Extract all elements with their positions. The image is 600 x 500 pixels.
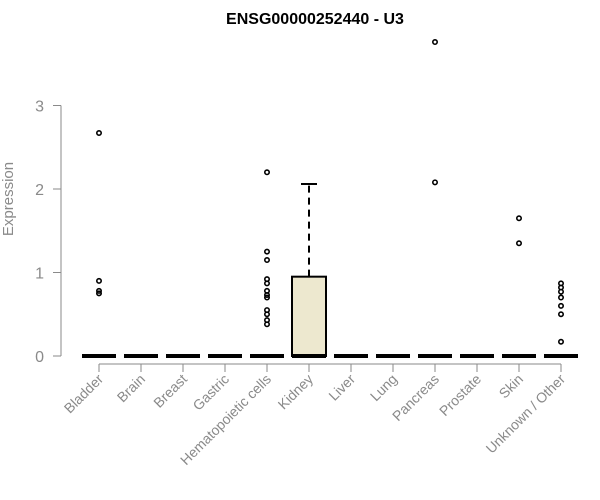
box-group	[418, 39, 452, 358]
x-tick-label: Liver	[325, 371, 358, 404]
outlier-point	[515, 240, 522, 247]
y-tick-label: 1	[35, 266, 44, 283]
x-tick-label: Pancreas	[389, 371, 442, 424]
y-tick-label: 2	[35, 182, 44, 199]
outlier-point	[557, 294, 564, 301]
x-tick-label: Unknown / Other	[483, 371, 569, 457]
outlier-point	[515, 215, 522, 222]
box-group	[544, 280, 578, 358]
x-tick-label: Breast	[150, 371, 190, 411]
x-tick-label: Kidney	[275, 371, 317, 413]
outlier-point	[431, 179, 438, 186]
outlier-point	[557, 302, 564, 309]
box-group	[82, 130, 116, 358]
outlier-point	[263, 294, 270, 301]
outlier-point	[431, 39, 438, 46]
x-tick-label: Brain	[114, 371, 148, 405]
x-tick-label: Lung	[367, 371, 400, 404]
outlier-point	[263, 256, 270, 263]
box-group	[502, 215, 536, 358]
outlier-point	[557, 311, 564, 318]
box-groups	[82, 39, 578, 358]
box-group	[291, 182, 327, 358]
outlier-point	[96, 287, 103, 294]
outlier-point	[263, 287, 270, 294]
y-tick-label: 0	[35, 349, 44, 366]
iqr-box	[291, 275, 327, 357]
y-tick-label: 3	[35, 99, 44, 116]
outlier-point	[557, 338, 564, 345]
outlier-point	[557, 280, 564, 287]
box-group	[250, 169, 284, 358]
outlier-point	[263, 307, 270, 314]
outlier-point	[263, 276, 270, 283]
outlier-point	[263, 248, 270, 255]
chart-title: ENSG00000252440 - U3	[226, 11, 404, 28]
x-tick-label: Prostate	[436, 371, 484, 419]
outlier-point	[263, 317, 270, 324]
outlier-point	[96, 290, 103, 297]
outlier-point	[96, 130, 103, 137]
x-tick-label: Bladder	[61, 371, 107, 417]
outlier-point	[96, 277, 103, 284]
x-tick-label: Skin	[496, 371, 527, 402]
y-axis-label: Expression	[0, 162, 17, 236]
outlier-point	[263, 169, 270, 176]
y-axis: 0 1 2 3	[35, 99, 62, 366]
